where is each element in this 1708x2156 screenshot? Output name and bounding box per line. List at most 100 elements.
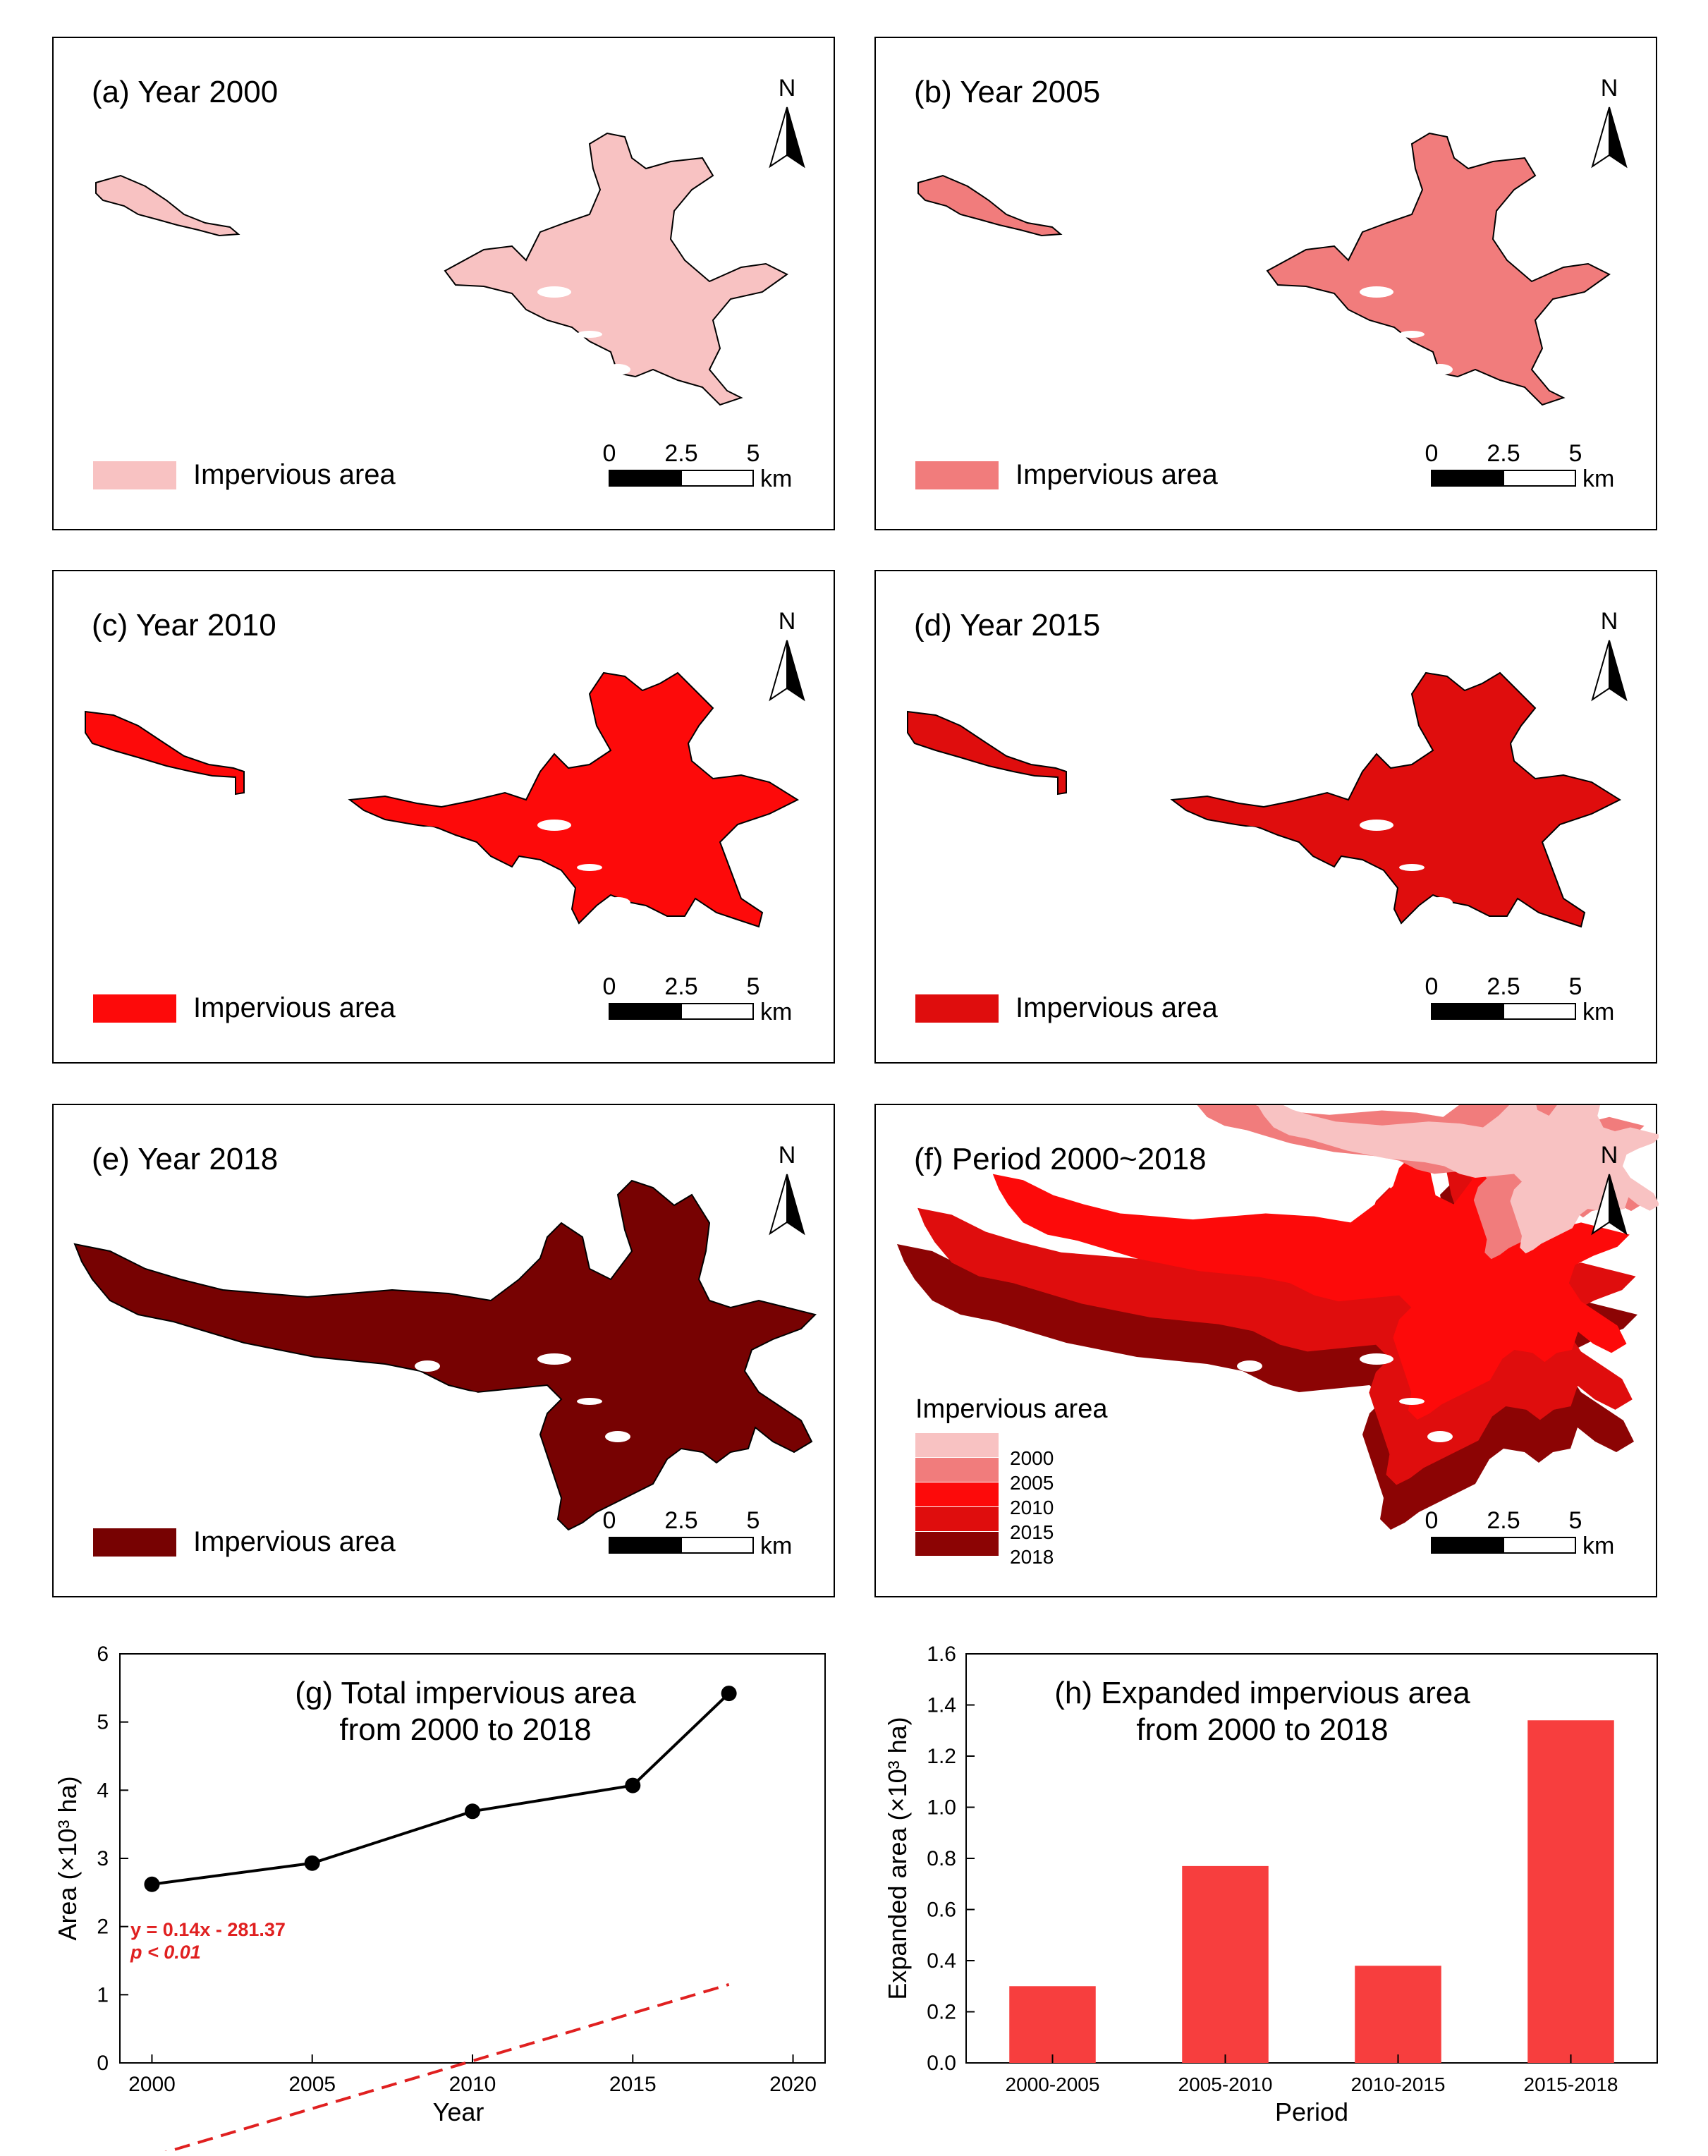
panel-title: (f) Period 2000~2018 — [914, 1142, 1207, 1176]
gap-patch — [482, 359, 499, 366]
x-tick-label: 2020 — [769, 2073, 817, 2096]
scale-tick: 0 — [603, 1507, 616, 1534]
chart-title-line: from 2000 to 2018 — [1136, 1712, 1388, 1747]
scale-bar: 0 2.5 5km — [603, 440, 793, 492]
y-tick-label: 3 — [97, 1847, 109, 1870]
scale-unit: km — [760, 1533, 792, 1559]
north-arrow-icon: N — [769, 1142, 805, 1236]
chart-title-line: (h) Expanded impervious area — [1054, 1676, 1470, 1710]
map-panel-3: (d) Year 2015 N 0 2.5 5 km Impervious area — [874, 570, 1657, 1064]
y-tick-label: 5 — [97, 1711, 109, 1734]
gap-patch — [1399, 864, 1425, 871]
chart-title-line: (g) Total impervious area — [295, 1676, 636, 1710]
gap-patch — [1237, 293, 1262, 305]
gap-patch — [446, 324, 480, 331]
panel-title: (d) Year 2015 — [914, 608, 1101, 642]
gap-patch — [1360, 1353, 1393, 1365]
gap-patch — [1399, 331, 1425, 338]
legend-swatch — [915, 461, 999, 489]
x-tick-label: 2010-2015 — [1351, 2073, 1446, 2095]
scale-bar: 0 2.5 5km — [603, 1507, 793, 1559]
scale-tick: 0 — [1425, 973, 1439, 1000]
urban-west-patch — [85, 710, 245, 796]
gap-patch — [415, 1360, 440, 1372]
urban-main-patch — [348, 671, 800, 928]
gap-patch — [1305, 892, 1322, 899]
y-tick-label: 1.0 — [927, 1796, 956, 1820]
chart-h-expanded-area: 0.0 0.2 0.4 0.6 0.8 1.0 1.2 1.4 1.6 2000-2005 2005… — [883, 1643, 1658, 2126]
scale-tick: 0 — [603, 973, 616, 1000]
chart-g-total-area: 0 1 2 3 4 5 6 2000 2005 2010 2015 2020 Year Area (×10… — [53, 1643, 826, 2151]
gap-patch — [537, 286, 571, 298]
legend-swatch — [93, 994, 176, 1023]
map-panel-1: (b) Year 2005 N 0 2.5 5 km Impervious area — [874, 37, 1657, 530]
period-legend-label: 2018 — [1010, 1546, 1054, 1568]
equation-annotation: y = 0.14x - 281.37 — [130, 1919, 286, 1940]
scale-tick: 2.5 — [664, 1507, 697, 1534]
panel-title: (a) Year 2000 — [92, 75, 279, 109]
scale-tick: 5 — [1569, 973, 1582, 1000]
urban-main-patch — [444, 132, 788, 406]
map-panel-2: (c) Year 2010 N 0 2.5 5 km Impervious area — [52, 570, 835, 1064]
y-tick-label: 1.4 — [927, 1694, 956, 1717]
y-axis-label: Expanded area (×10³ ha) — [883, 1717, 912, 1999]
period-legend-swatch — [915, 1458, 999, 1482]
scale-bar: 0 2.5 5km — [1425, 973, 1615, 1025]
svg-text:N: N — [779, 608, 796, 635]
north-arrow: N — [1588, 607, 1630, 709]
urban-main-patch — [1266, 132, 1611, 406]
gap-patch — [1305, 359, 1322, 366]
legend-label: Impervious area — [193, 1526, 396, 1557]
x-tick-label: 2010 — [449, 2073, 496, 2096]
x-tick-label: 2000-2005 — [1006, 2073, 1100, 2095]
gap-patch — [605, 1431, 630, 1442]
gap-patch — [577, 1398, 602, 1405]
gap-patch — [537, 1353, 571, 1365]
data-point — [465, 1803, 480, 1820]
data-point — [721, 1686, 737, 1702]
scale-tick: 2.5 — [1487, 973, 1520, 1000]
scale-unit: km — [1582, 465, 1614, 492]
gap-patch — [1399, 1398, 1425, 1405]
scale-bar: 0 2.5 5km — [1425, 440, 1615, 492]
map-panel-4: (e) Year 2018 N 0 2.5 5 km Impervious area — [52, 1104, 835, 1597]
gap-patch — [1237, 1360, 1262, 1372]
legend-label: Impervious area — [193, 459, 396, 490]
layer-2000 — [1257, 1105, 1659, 1254]
scale-tick: 5 — [747, 440, 760, 467]
map-area — [897, 1105, 1659, 1530]
panel-title: (e) Year 2018 — [92, 1142, 279, 1176]
urban-west-patch — [907, 710, 1067, 796]
north-arrow: N — [766, 73, 808, 176]
y-tick-label: 0 — [97, 2052, 109, 2075]
panel-title: (b) Year 2005 — [914, 75, 1101, 109]
gap-patch — [482, 1426, 499, 1433]
x-axis-label: Year — [433, 2097, 484, 2126]
trend-line — [164, 1983, 730, 2151]
north-arrow-icon: N — [769, 75, 805, 169]
scale-tick: 2.5 — [1487, 1507, 1520, 1534]
scale-tick: 0 — [603, 440, 616, 467]
gap-patch — [1206, 1377, 1223, 1384]
bar — [1355, 1966, 1441, 2063]
legend-label: Impervious area — [1015, 459, 1218, 490]
scale-tick: 0 — [1425, 1507, 1439, 1534]
y-tick-label: 0.8 — [927, 1847, 956, 1870]
scale-tick: 2.5 — [664, 973, 697, 1000]
gap-patch — [1268, 324, 1302, 331]
p-value-annotation: p < 0.01 — [130, 1942, 201, 1963]
svg-text:N: N — [1601, 75, 1618, 102]
scale-tick: 2.5 — [664, 440, 697, 467]
gap-patch — [577, 864, 602, 871]
gap-patch — [511, 1410, 527, 1421]
layer-2010 — [992, 1119, 1630, 1420]
gap-patch — [1305, 1426, 1322, 1433]
period-legend-swatch — [915, 1482, 999, 1506]
chart-title-line: from 2000 to 2018 — [339, 1712, 591, 1747]
urban-main-patch — [1170, 671, 1622, 928]
gap-patch — [1333, 876, 1350, 887]
gap-patch — [511, 876, 527, 887]
north-arrow: N — [766, 1140, 808, 1243]
y-axis-label: Area (×10³ ha) — [53, 1776, 82, 1940]
period-legend-swatch — [915, 1507, 999, 1531]
